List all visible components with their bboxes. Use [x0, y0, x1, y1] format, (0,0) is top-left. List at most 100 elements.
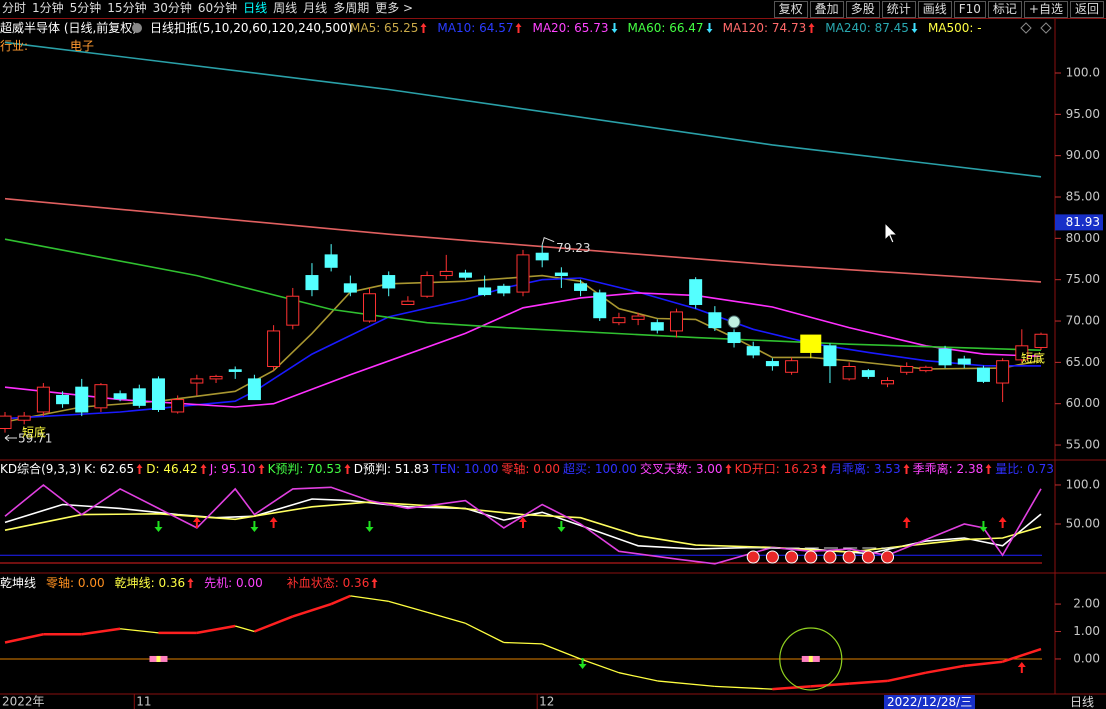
- legend-item: 补血状态: 0.36: [287, 575, 379, 591]
- candle-body: [631, 315, 645, 320]
- trend-arrow: [903, 464, 910, 474]
- kd-title: KD综合(9,3,3): [0, 462, 82, 476]
- signal-label: 短底: [1021, 351, 1045, 366]
- legend-text: 零轴: 0.00: [501, 462, 560, 476]
- price-tag: [1055, 214, 1103, 231]
- candle-body: [593, 292, 607, 319]
- industry-row: 行业: 电子: [0, 38, 94, 54]
- trend-arrow: [371, 578, 378, 588]
- candle-body: [305, 275, 319, 291]
- signal-marker-core: [808, 655, 813, 662]
- line-segment: [925, 664, 965, 674]
- settings-icon[interactable]: [132, 23, 142, 33]
- legend-item: 先机: 0.00: [204, 575, 263, 591]
- legend-item: MA500: -: [928, 20, 982, 36]
- period-tab[interactable]: 周线: [273, 1, 298, 15]
- industry-label: 行业:: [0, 39, 29, 53]
- line-series: [4, 292, 1042, 408]
- line-segment: [388, 600, 428, 613]
- line-series: [4, 41, 1042, 178]
- candle-body: [727, 332, 741, 344]
- candle-body: [1015, 345, 1029, 361]
- candle-body: [439, 270, 453, 277]
- legend-text: MA500: -: [927, 21, 982, 35]
- qk-title: 乾坤线: [0, 576, 37, 590]
- line-segment: [887, 671, 927, 683]
- toolbar-button[interactable]: 画线: [917, 0, 952, 18]
- trend-arrow-shape: [725, 464, 732, 474]
- period-label[interactable]: 日线: [1069, 695, 1094, 709]
- legend-text: 交叉天数: 3.00: [639, 462, 723, 476]
- candle-body: [708, 312, 722, 329]
- toolbar-button[interactable]: 复权: [773, 0, 808, 18]
- trend-arrow-shape: [706, 23, 713, 33]
- candle-body: [957, 358, 971, 365]
- candle-body: [938, 348, 952, 366]
- candle-body: [478, 287, 492, 296]
- y-tick-label: 80.00: [1066, 231, 1100, 245]
- period-tab[interactable]: 30分钟: [152, 1, 192, 15]
- y-tick-label: 50.00: [1066, 516, 1100, 530]
- legend-text: MA10: 64.57: [437, 21, 514, 35]
- legend-item: 月乖离: 3.53: [830, 461, 910, 477]
- line-segment: [618, 672, 658, 682]
- line-segment: [964, 660, 1003, 668]
- period-tab[interactable]: 分时: [2, 1, 27, 15]
- cursor-badge: [727, 315, 741, 329]
- legend-item: 季乖离: 2.38: [913, 461, 993, 477]
- legend-text: D预判: 51.83: [353, 462, 430, 476]
- sell-arrow: [979, 521, 988, 532]
- candle-body: [113, 393, 127, 400]
- trend-arrow: [808, 23, 815, 33]
- period-tab[interactable]: 月线: [303, 1, 328, 15]
- period-tab[interactable]: 更多 >: [375, 1, 414, 15]
- candle-body: [1034, 333, 1048, 348]
- candle-body: [842, 365, 856, 380]
- signal-icon: [765, 550, 779, 564]
- y-tick-label: 100.0: [1066, 477, 1100, 491]
- toolbar-button[interactable]: 返回: [1069, 0, 1104, 18]
- period-tab[interactable]: 15分钟: [107, 1, 147, 15]
- legend-text: MA240: 87.45: [825, 21, 909, 35]
- toolbar-button[interactable]: 多股: [845, 0, 880, 18]
- legend-text: 先机: 0.00: [204, 576, 263, 590]
- sell-arrow: [365, 521, 374, 532]
- legend-item: TEN: 10.00: [432, 461, 498, 477]
- max-pointer: [541, 237, 555, 245]
- legend-text: KD开口: 16.23: [734, 462, 818, 476]
- trend-arrow: [820, 464, 827, 474]
- toolbar-button[interactable]: 叠加: [809, 0, 844, 18]
- period-tab[interactable]: 5分钟: [69, 1, 102, 15]
- candle-body: [861, 370, 875, 377]
- toolbar-button[interactable]: F10: [953, 0, 986, 18]
- candle-body: [209, 375, 223, 380]
- period-tab[interactable]: 60分钟: [197, 1, 238, 15]
- toolbar-button[interactable]: 统计: [881, 0, 916, 18]
- sell-arrow: [154, 521, 163, 532]
- line-series: [4, 238, 1042, 351]
- buy-arrow: [902, 517, 911, 528]
- legend-text: MA60: 66.47: [627, 21, 704, 35]
- ma-legend: MA5: 65.25 MA10: 64.57 MA20: 65.73 MA60: 66…: [350, 20, 982, 36]
- trend-arrow: [258, 464, 264, 474]
- period-tab[interactable]: 1分钟: [32, 1, 64, 15]
- legend-item: 零轴: 0.00: [46, 575, 105, 591]
- trend-arrow-shape: [820, 464, 827, 474]
- trend-arrow-shape: [420, 23, 427, 33]
- candle-body: [94, 384, 108, 409]
- x-tick-label: 12: [539, 695, 554, 709]
- panel-icons[interactable]: [1020, 22, 1052, 34]
- y-tick-label: 2.00: [1073, 597, 1100, 611]
- period-tab[interactable]: 日线: [243, 1, 268, 15]
- candle-body: [382, 275, 396, 289]
- toolbar-button[interactable]: 标记: [987, 0, 1022, 18]
- trend-arrow: [725, 464, 732, 474]
- toolbar-button[interactable]: +自选: [1023, 0, 1068, 18]
- trend-arrow: [985, 464, 992, 474]
- y-tick-label: 100.0: [1066, 65, 1100, 79]
- legend-item: MA20: 65.73: [532, 20, 618, 36]
- period-tab[interactable]: 多周期: [333, 1, 370, 15]
- y-tick-label: 55.00: [1066, 438, 1100, 452]
